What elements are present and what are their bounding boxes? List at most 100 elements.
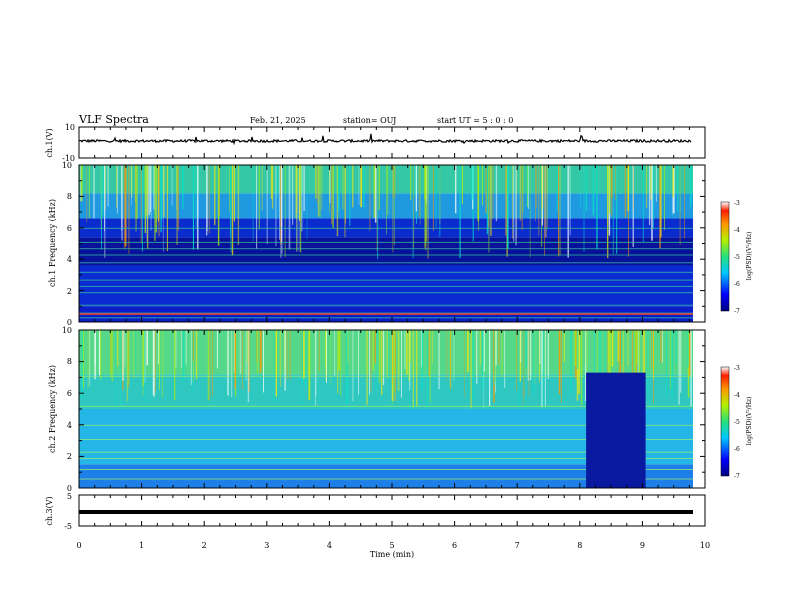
sferic-streak — [634, 330, 636, 374]
sferic-streak — [270, 165, 273, 199]
narrowband-line — [79, 451, 693, 453]
sferic-streak — [426, 330, 429, 408]
sferic-streak — [185, 330, 187, 365]
sferic-streak — [678, 330, 680, 405]
sferic-streak — [504, 330, 506, 389]
sferic-streak — [607, 165, 608, 249]
sferic-streak — [319, 165, 321, 218]
sferic-streak — [544, 330, 546, 408]
sferic-streak — [666, 330, 667, 398]
sferic-streak — [505, 165, 507, 236]
sferic-streak — [477, 165, 479, 222]
sferic-streak — [315, 165, 317, 199]
sferic-streak — [427, 165, 429, 259]
x-tick-label: 8 — [577, 541, 582, 550]
sferic-streak — [162, 165, 164, 252]
sferic-streak — [329, 165, 330, 212]
sferic-streak — [318, 330, 320, 372]
sferic-streak — [627, 165, 629, 212]
narrowband-line — [79, 285, 693, 287]
narrowband-line — [79, 478, 693, 480]
sferic-streak — [174, 330, 176, 401]
ch1-ytick-6: 6 — [67, 224, 72, 233]
sferic-streak — [592, 165, 595, 216]
sferic-streak — [377, 165, 379, 260]
sferic-streak — [102, 165, 104, 216]
sferic-streak — [175, 330, 177, 367]
quiet-interval — [586, 372, 646, 488]
sferic-streak — [146, 165, 148, 243]
cb1-tick-7: -7 — [734, 308, 740, 315]
sferic-streak — [576, 330, 579, 370]
cb1-label: log(PSD)(V²/Hz) — [746, 232, 753, 281]
sferic-streak — [326, 330, 327, 384]
sferic-streak — [391, 330, 393, 405]
sferic-streak — [209, 330, 211, 401]
sferic-streak — [596, 330, 598, 407]
sferic-streak — [541, 165, 543, 226]
date-label: Feb. 21, 2025 — [250, 116, 306, 125]
sferic-streak — [181, 165, 183, 197]
sferic-streak — [301, 330, 303, 382]
sferic-streak — [438, 330, 440, 390]
ch3-panel: 5 -5 ch.3(V) — [45, 492, 706, 531]
sferic-streak — [256, 165, 258, 249]
ch1-waveform-trace — [79, 133, 692, 146]
sferic-streak — [308, 330, 311, 401]
sferic-streak — [308, 330, 310, 400]
sferic-streak — [585, 330, 587, 402]
sferic-streak — [261, 165, 263, 211]
sferic-streak — [486, 165, 489, 235]
sferic-streak — [146, 330, 148, 366]
sferic-streak — [394, 330, 396, 402]
sferic-streak — [111, 330, 114, 382]
sferic-streak — [578, 330, 580, 394]
sferic-streak — [394, 330, 395, 374]
cb2-tick-4: -4 — [734, 392, 740, 399]
sferic-streak — [306, 165, 308, 240]
ch1-ytick-bottom: -10 — [62, 154, 75, 163]
sferic-streak — [392, 165, 394, 253]
sferic-streak — [684, 165, 685, 239]
sferic-streak — [207, 165, 208, 232]
sferic-streak — [483, 330, 485, 408]
sferic-streak — [299, 165, 300, 221]
sferic-streak — [393, 165, 395, 246]
sferic-streak — [150, 165, 152, 231]
sferic-streak — [176, 165, 178, 245]
sferic-streak — [284, 165, 286, 258]
sferic-streak — [192, 330, 194, 362]
narrowband-line — [79, 458, 693, 459]
sferic-streak — [190, 330, 192, 385]
sferic-streak — [621, 330, 623, 364]
sferic-streak — [373, 165, 376, 218]
sferic-streak — [611, 165, 613, 199]
sferic-streak — [689, 165, 692, 209]
sferic-streak — [419, 165, 421, 225]
sferic-streak — [680, 330, 682, 393]
sferic-streak — [161, 165, 163, 221]
sferic-streak — [563, 330, 565, 362]
sferic-streak — [315, 330, 317, 396]
cb1-tick-4: -4 — [734, 227, 740, 234]
sferic-streak — [609, 330, 611, 407]
ch2-ytick-4: 4 — [67, 421, 72, 430]
sferic-streak — [527, 165, 529, 208]
spectrogram-band — [79, 165, 693, 194]
sferic-streak — [266, 165, 268, 245]
sferic-streak — [227, 330, 229, 396]
sferic-streak — [80, 165, 83, 202]
sferic-streak — [650, 165, 652, 200]
sferic-streak — [171, 165, 173, 206]
ch1-ytick-2: 2 — [67, 287, 72, 296]
sferic-streak — [229, 165, 230, 212]
sferic-streak — [321, 165, 323, 210]
sferic-streak — [121, 165, 123, 231]
sferic-streak — [378, 165, 380, 210]
sferic-streak — [616, 165, 618, 254]
sferic-streak — [479, 330, 481, 365]
sferic-streak — [631, 330, 633, 401]
sferic-streak — [121, 165, 123, 241]
narrowband-line — [79, 227, 693, 229]
sferic-streak — [521, 165, 523, 230]
